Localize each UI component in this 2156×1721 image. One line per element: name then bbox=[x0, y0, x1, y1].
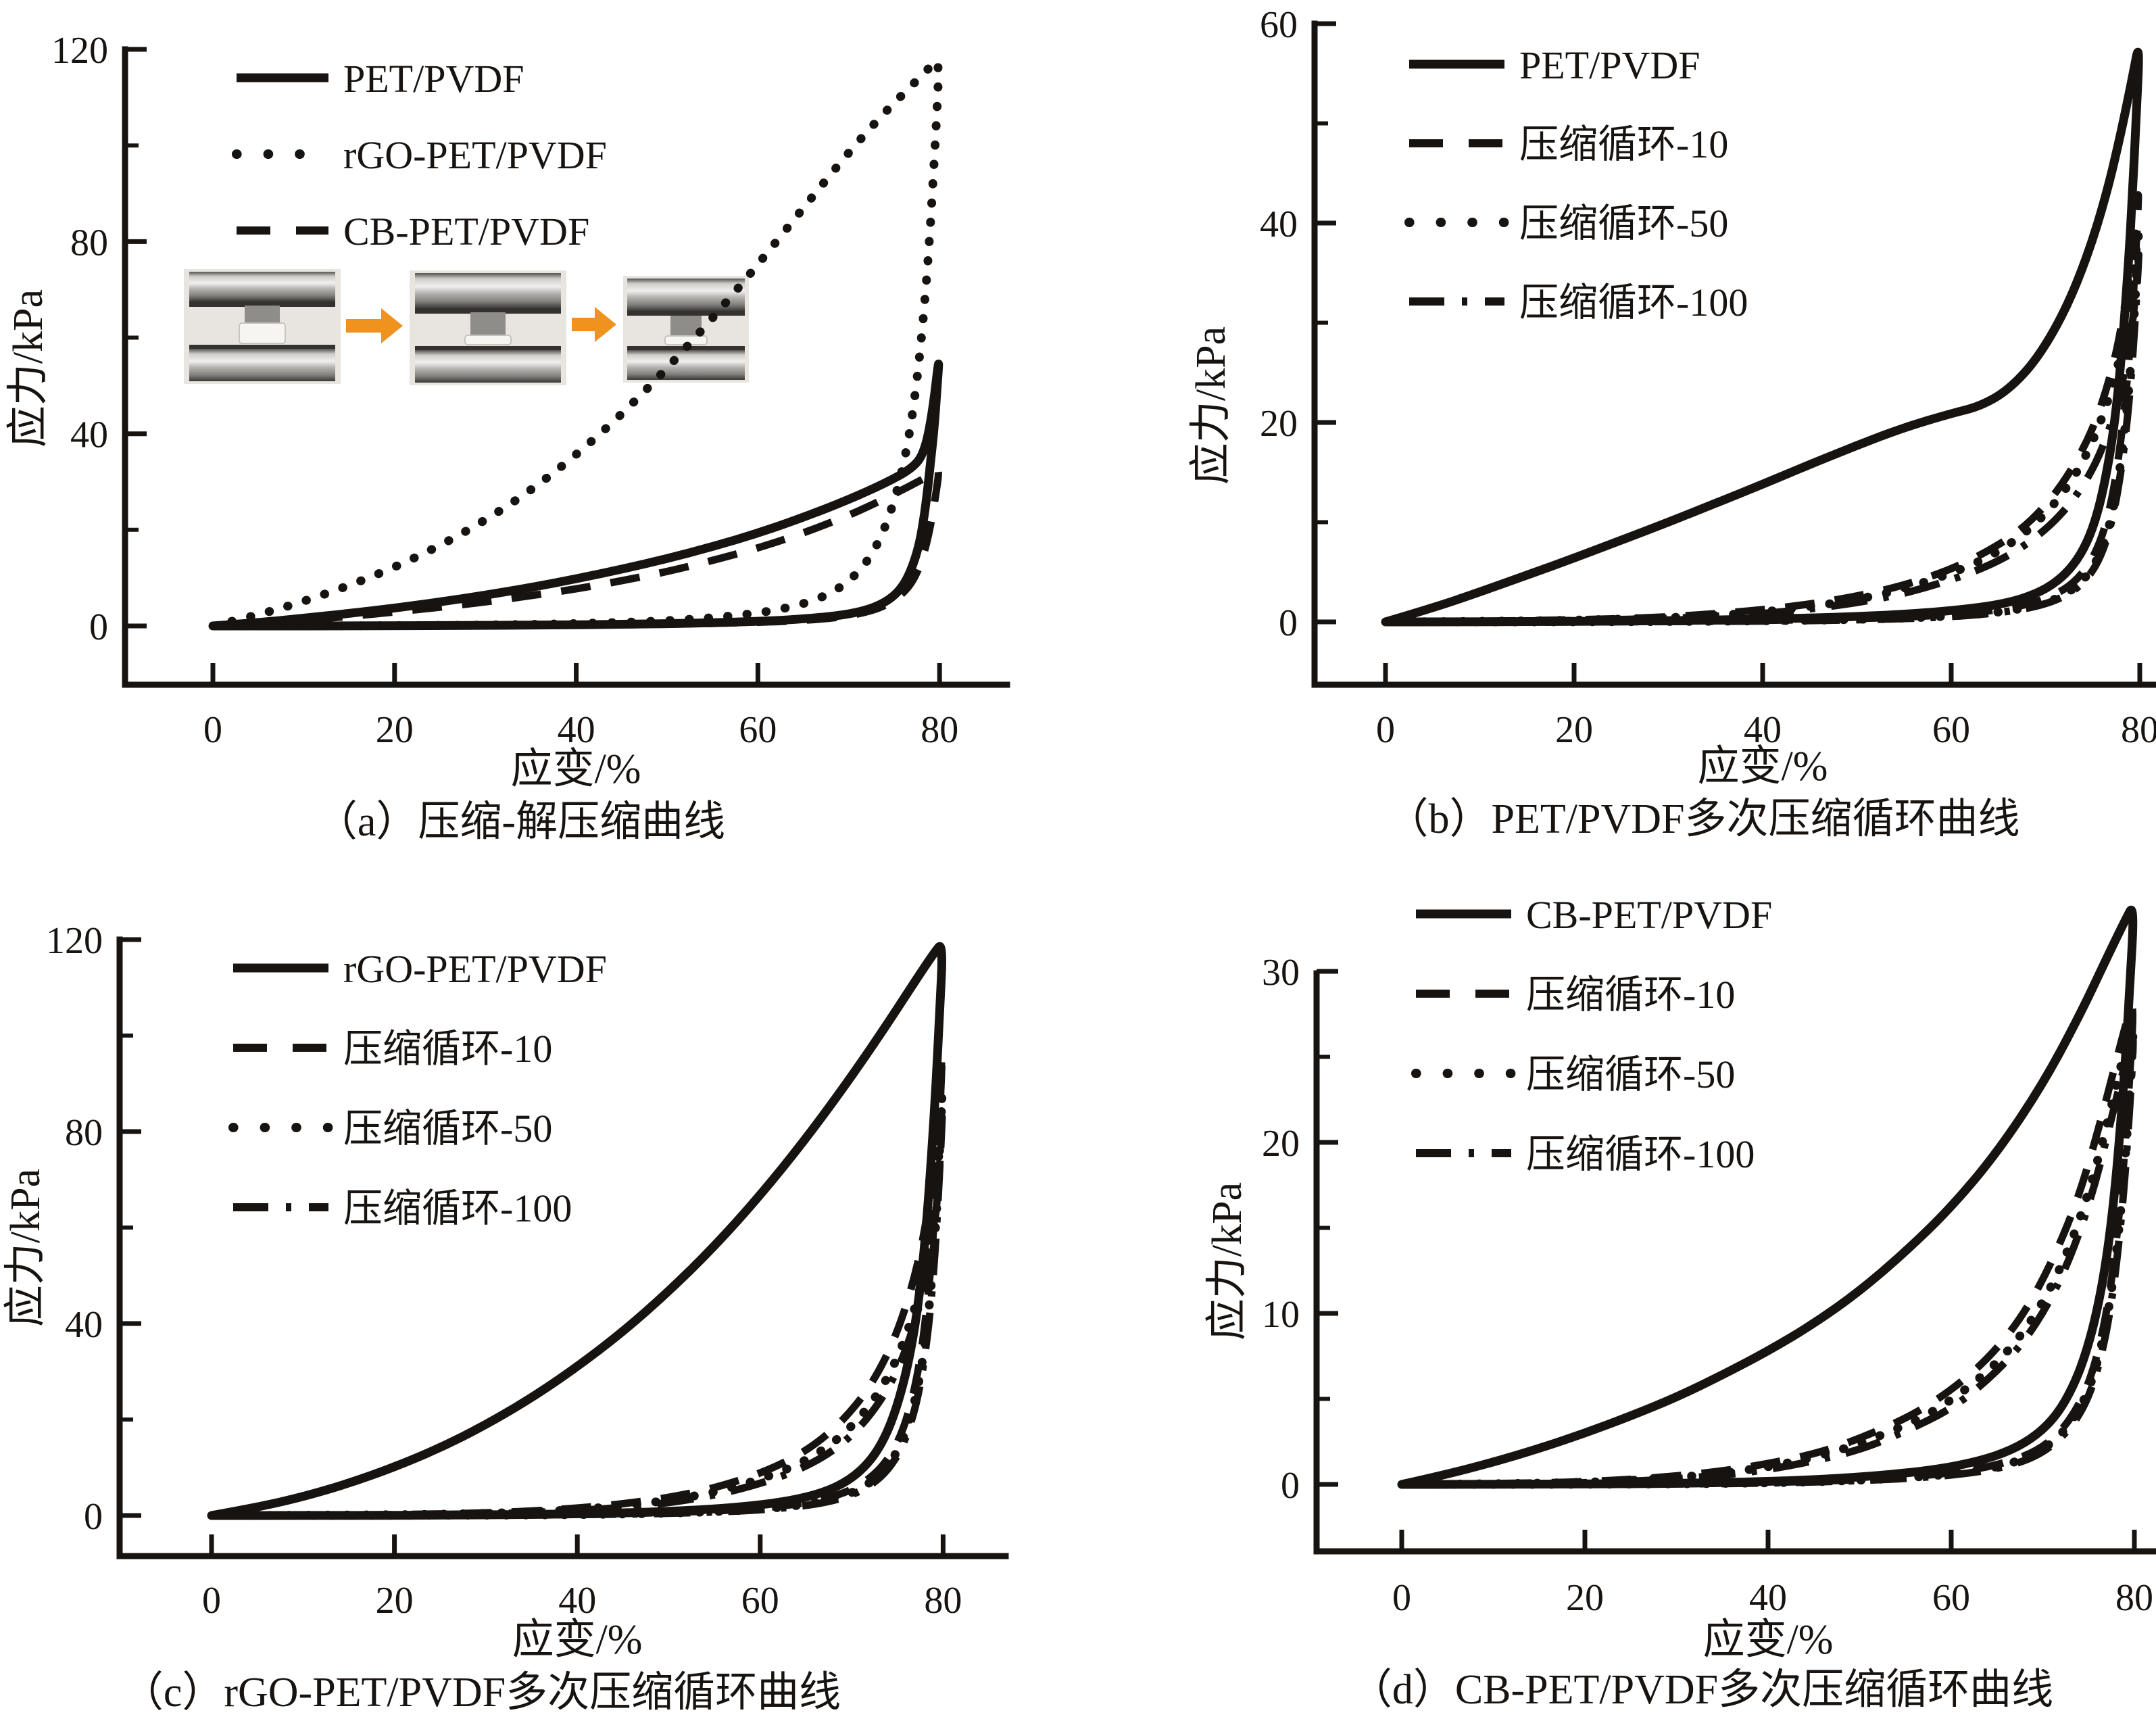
platen-shadow bbox=[189, 301, 335, 307]
panel-b-ytick-label-60: 60 bbox=[1260, 4, 1298, 46]
panel-a-plot: 0 20 40 60 80 0 40 80 120 PET/PVDF rGO-PET/PVDF CB-… bbox=[51, 30, 1010, 751]
platen-shadow bbox=[189, 345, 335, 349]
panel-d-ytick-label-0: 0 bbox=[1281, 1465, 1300, 1507]
panel-d-xtick-label-40: 40 bbox=[1749, 1577, 1787, 1619]
indenter-stem bbox=[245, 306, 280, 323]
panel-b-legend-label-1: 压缩循环-10 bbox=[1519, 122, 1728, 166]
panel-d-legend-label-0: CB-PET/PVDF bbox=[1526, 893, 1772, 937]
panel-c-ytick-label-0: 0 bbox=[84, 1496, 103, 1538]
panel-d-xaxis-label: 应变/% bbox=[1703, 1617, 1834, 1663]
panel-c-yaxis-label: 应力/kPa bbox=[3, 1169, 49, 1327]
panel-d-xtick-label-20: 20 bbox=[1566, 1577, 1604, 1619]
panel-c-xtick-label-20: 20 bbox=[376, 1580, 414, 1622]
panel-d-axes bbox=[1313, 970, 2156, 1555]
panel-a-legend-label-1: rGO-PET/PVDF bbox=[343, 133, 607, 177]
panel-d-ytick-label-20: 20 bbox=[1262, 1123, 1300, 1165]
panel-c-plot: 0 20 40 60 80 0 40 80 120 rGO-PET/PVDF 压缩循环-10 压缩循环… bbox=[46, 920, 1009, 1622]
panel-a-axes bbox=[122, 46, 1010, 688]
panel-b-xtick-label-40: 40 bbox=[1744, 709, 1782, 751]
panel-b-ytick-label-20: 20 bbox=[1260, 403, 1298, 445]
compression-photo-sequence bbox=[184, 269, 749, 385]
panel-c-xtick-label-40: 40 bbox=[558, 1580, 596, 1622]
panel-a-yaxis-label: 应力/kPa bbox=[5, 289, 51, 447]
panel-d-plot: 0 20 40 60 80 0 10 20 30 CB-PET/PVDF 压缩循环-10 压缩循环-5… bbox=[1262, 893, 2156, 1619]
panel-a-series-2-curve bbox=[212, 466, 942, 630]
panel-c-legend-label-2: 压缩循环-50 bbox=[343, 1107, 552, 1150]
indenter-stem bbox=[470, 312, 506, 335]
panel-b-xtick-label-0: 0 bbox=[1376, 709, 1395, 751]
panel-b-xtick-label-80: 80 bbox=[2121, 709, 2156, 751]
panel-b-plot: 0 20 40 60 80 0 20 40 60 PET/PVDF 压缩循环-10 压缩循环-50 压缩… bbox=[1260, 4, 2156, 751]
panel-a-series-1-curve bbox=[208, 56, 943, 631]
compression-photo-released bbox=[623, 276, 749, 383]
arrow-right-icon bbox=[572, 307, 616, 342]
panel-d-xtick-label-60: 60 bbox=[1932, 1577, 1970, 1619]
upper-platen bbox=[415, 273, 561, 308]
panel-b-series-3-curve bbox=[1385, 251, 2142, 626]
panel-d-caption: （d）CB-PET/PVDF多次压缩循环曲线 bbox=[1350, 1667, 2053, 1713]
panel-a-legend-label-0: PET/PVDF bbox=[343, 57, 524, 101]
lower-platen bbox=[415, 350, 561, 383]
panel-c-axes bbox=[116, 936, 1009, 1559]
panel-b-ytick-label-40: 40 bbox=[1260, 203, 1298, 245]
panel-c-legend-label-0: rGO-PET/PVDF bbox=[343, 947, 607, 991]
panel-b-xtick-label-20: 20 bbox=[1555, 709, 1593, 751]
panel-b-legend-label-3: 压缩循环-100 bbox=[1519, 281, 1748, 324]
panel-a-ytick-label-40: 40 bbox=[70, 414, 108, 456]
panel-a-ytick-label-120: 120 bbox=[51, 30, 108, 72]
panel-c-xtick-label-0: 0 bbox=[202, 1580, 221, 1622]
platen-shadow bbox=[415, 308, 561, 314]
panel-d-legend-label-1: 压缩循环-10 bbox=[1526, 973, 1735, 1017]
panel-c-xtick-label-60: 60 bbox=[741, 1580, 779, 1622]
panel-c-legend-label-3: 压缩循环-100 bbox=[343, 1186, 572, 1230]
panel-b-ytick-label-0: 0 bbox=[1279, 602, 1298, 644]
panel-a-xtick-label-40: 40 bbox=[558, 709, 595, 751]
panel-d-yaxis-label: 应力/kPa bbox=[1204, 1182, 1250, 1340]
panel-a-xtick-label-0: 0 bbox=[203, 709, 222, 751]
panel-b-legend-label-0: PET/PVDF bbox=[1519, 43, 1700, 87]
panel-b-series-2-curve bbox=[1381, 229, 2143, 627]
panel-a-ytick-label-80: 80 bbox=[70, 222, 108, 264]
panel-b-xaxis-label: 应变/% bbox=[1698, 744, 1828, 790]
foam-sample bbox=[464, 335, 512, 345]
lower-platen bbox=[189, 349, 335, 381]
compression-photo-initial bbox=[184, 269, 341, 384]
foam-sample bbox=[239, 322, 286, 344]
panel-d-ytick-label-10: 10 bbox=[1262, 1294, 1300, 1336]
panel-d-xtick-label-0: 0 bbox=[1392, 1577, 1411, 1619]
panel-b-yaxis-label: 应力/kPa bbox=[1188, 326, 1234, 485]
panel-b-axes bbox=[1311, 20, 2156, 688]
panel-c-caption: （c）rGO-PET/PVDF多次压缩循环曲线 bbox=[122, 1670, 841, 1716]
panel-a-xtick-label-60: 60 bbox=[739, 709, 777, 751]
panel-c-series-3-curve bbox=[211, 1113, 946, 1520]
platen-shadow bbox=[627, 311, 745, 316]
panel-d-xtick-label-80: 80 bbox=[2115, 1577, 2153, 1619]
panel-c-ytick-label-40: 40 bbox=[65, 1304, 103, 1346]
panel-a-legend-label-2: CB-PET/PVDF bbox=[343, 210, 589, 253]
panel-d-legend-label-2: 压缩循环-50 bbox=[1526, 1052, 1735, 1096]
panel-a-ytick-label-0: 0 bbox=[89, 606, 108, 648]
panel-a-caption: （a）压缩-解压缩曲线 bbox=[316, 799, 725, 845]
panel-d-legend-label-3: 压缩循环-100 bbox=[1526, 1132, 1755, 1176]
panel-b-caption: （b）PET/PVDF多次压缩循环曲线 bbox=[1387, 796, 2020, 842]
panel-a-xtick-label-80: 80 bbox=[921, 709, 958, 751]
upper-platen bbox=[189, 272, 335, 301]
lower-platen bbox=[627, 350, 745, 380]
panel-c-legend-label-1: 压缩循环-10 bbox=[343, 1027, 552, 1071]
panel-a-xtick-label-20: 20 bbox=[376, 709, 414, 751]
panel-a-xaxis-label: 应变/% bbox=[511, 746, 641, 792]
platen-shadow bbox=[415, 346, 561, 350]
compression-photo-compressed bbox=[410, 270, 566, 385]
panel-c-ytick-label-80: 80 bbox=[65, 1112, 103, 1154]
panel-d-ytick-label-30: 30 bbox=[1262, 952, 1300, 994]
arrow-right-icon bbox=[346, 308, 403, 343]
panel-c-xaxis-label: 应变/% bbox=[512, 1617, 643, 1663]
panel-b-xtick-label-60: 60 bbox=[1932, 709, 1970, 751]
panel-c-xtick-label-80: 80 bbox=[924, 1580, 962, 1622]
panel-b-legend-label-2: 压缩循环-50 bbox=[1519, 201, 1728, 245]
panel-c-ytick-label-120: 120 bbox=[46, 920, 103, 962]
